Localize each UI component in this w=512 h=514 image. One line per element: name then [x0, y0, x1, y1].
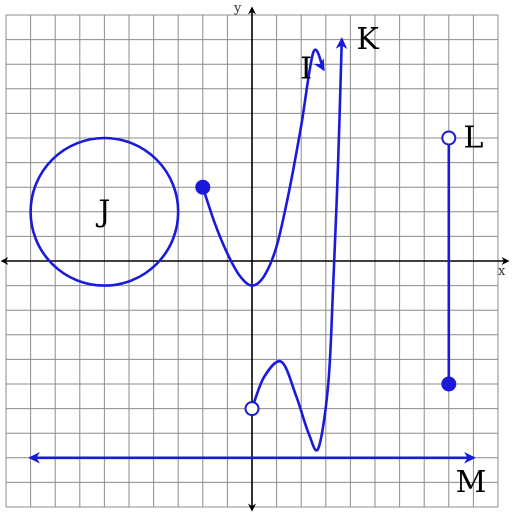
curve-label-l: L [463, 121, 483, 156]
curve-i-start-closed-point [195, 179, 211, 195]
curve-label-i: I [300, 52, 312, 87]
curve-k-start-open-point [244, 401, 260, 417]
y-axis-label: y [233, 1, 242, 16]
curve-labels: I J K L M [95, 22, 486, 500]
curve-label-m: M [456, 465, 487, 500]
curve-label-k: K [356, 22, 379, 57]
curve-j [29, 136, 180, 287]
curve-label-j: J [95, 194, 110, 229]
curve-k [250, 37, 348, 452]
endpoints [195, 130, 457, 417]
curve-i [201, 48, 325, 287]
curve-l-end-open-point [441, 130, 457, 146]
curves [28, 37, 476, 464]
x-axis-label: x [498, 264, 506, 279]
curve-l-start-closed-point [441, 376, 457, 392]
